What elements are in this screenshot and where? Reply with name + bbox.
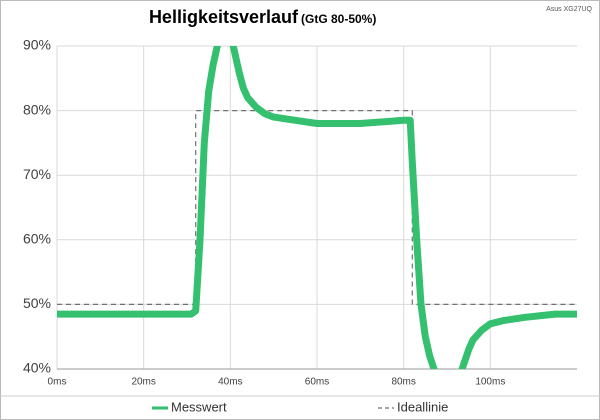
y-tick-label: 60% (23, 231, 51, 247)
chart-subtitle: (GtG 80-50%) (301, 12, 376, 26)
y-tick-label: 40% (23, 360, 51, 376)
series-line (57, 46, 577, 369)
x-tick-label: 100ms (475, 377, 505, 388)
plot-area (57, 46, 577, 369)
legend: Messwert Ideallinie (152, 399, 448, 414)
x-tick-label: 40ms (218, 377, 242, 388)
axis-labels: 40% 50% 60% 70% 80% 90% 0ms 20ms 40ms 60ms 80ms 100… (23, 37, 505, 388)
x-tick-label: 80ms (391, 377, 415, 388)
x-tick-label: 0ms (48, 377, 67, 388)
x-tick-label: 20ms (131, 377, 155, 388)
x-tick-label: 60ms (305, 377, 329, 388)
y-tick-label: 80% (23, 101, 51, 117)
legend-label: Messwert (171, 399, 227, 414)
annotation: Asus XG27UQ (546, 6, 592, 13)
chart-title: Helligkeitsverlauf (149, 7, 299, 27)
legend-label: Ideallinie (397, 399, 448, 414)
y-tick-label: 70% (23, 166, 51, 182)
y-tick-label: 50% (23, 295, 51, 311)
y-tick-label: 90% (23, 37, 51, 53)
